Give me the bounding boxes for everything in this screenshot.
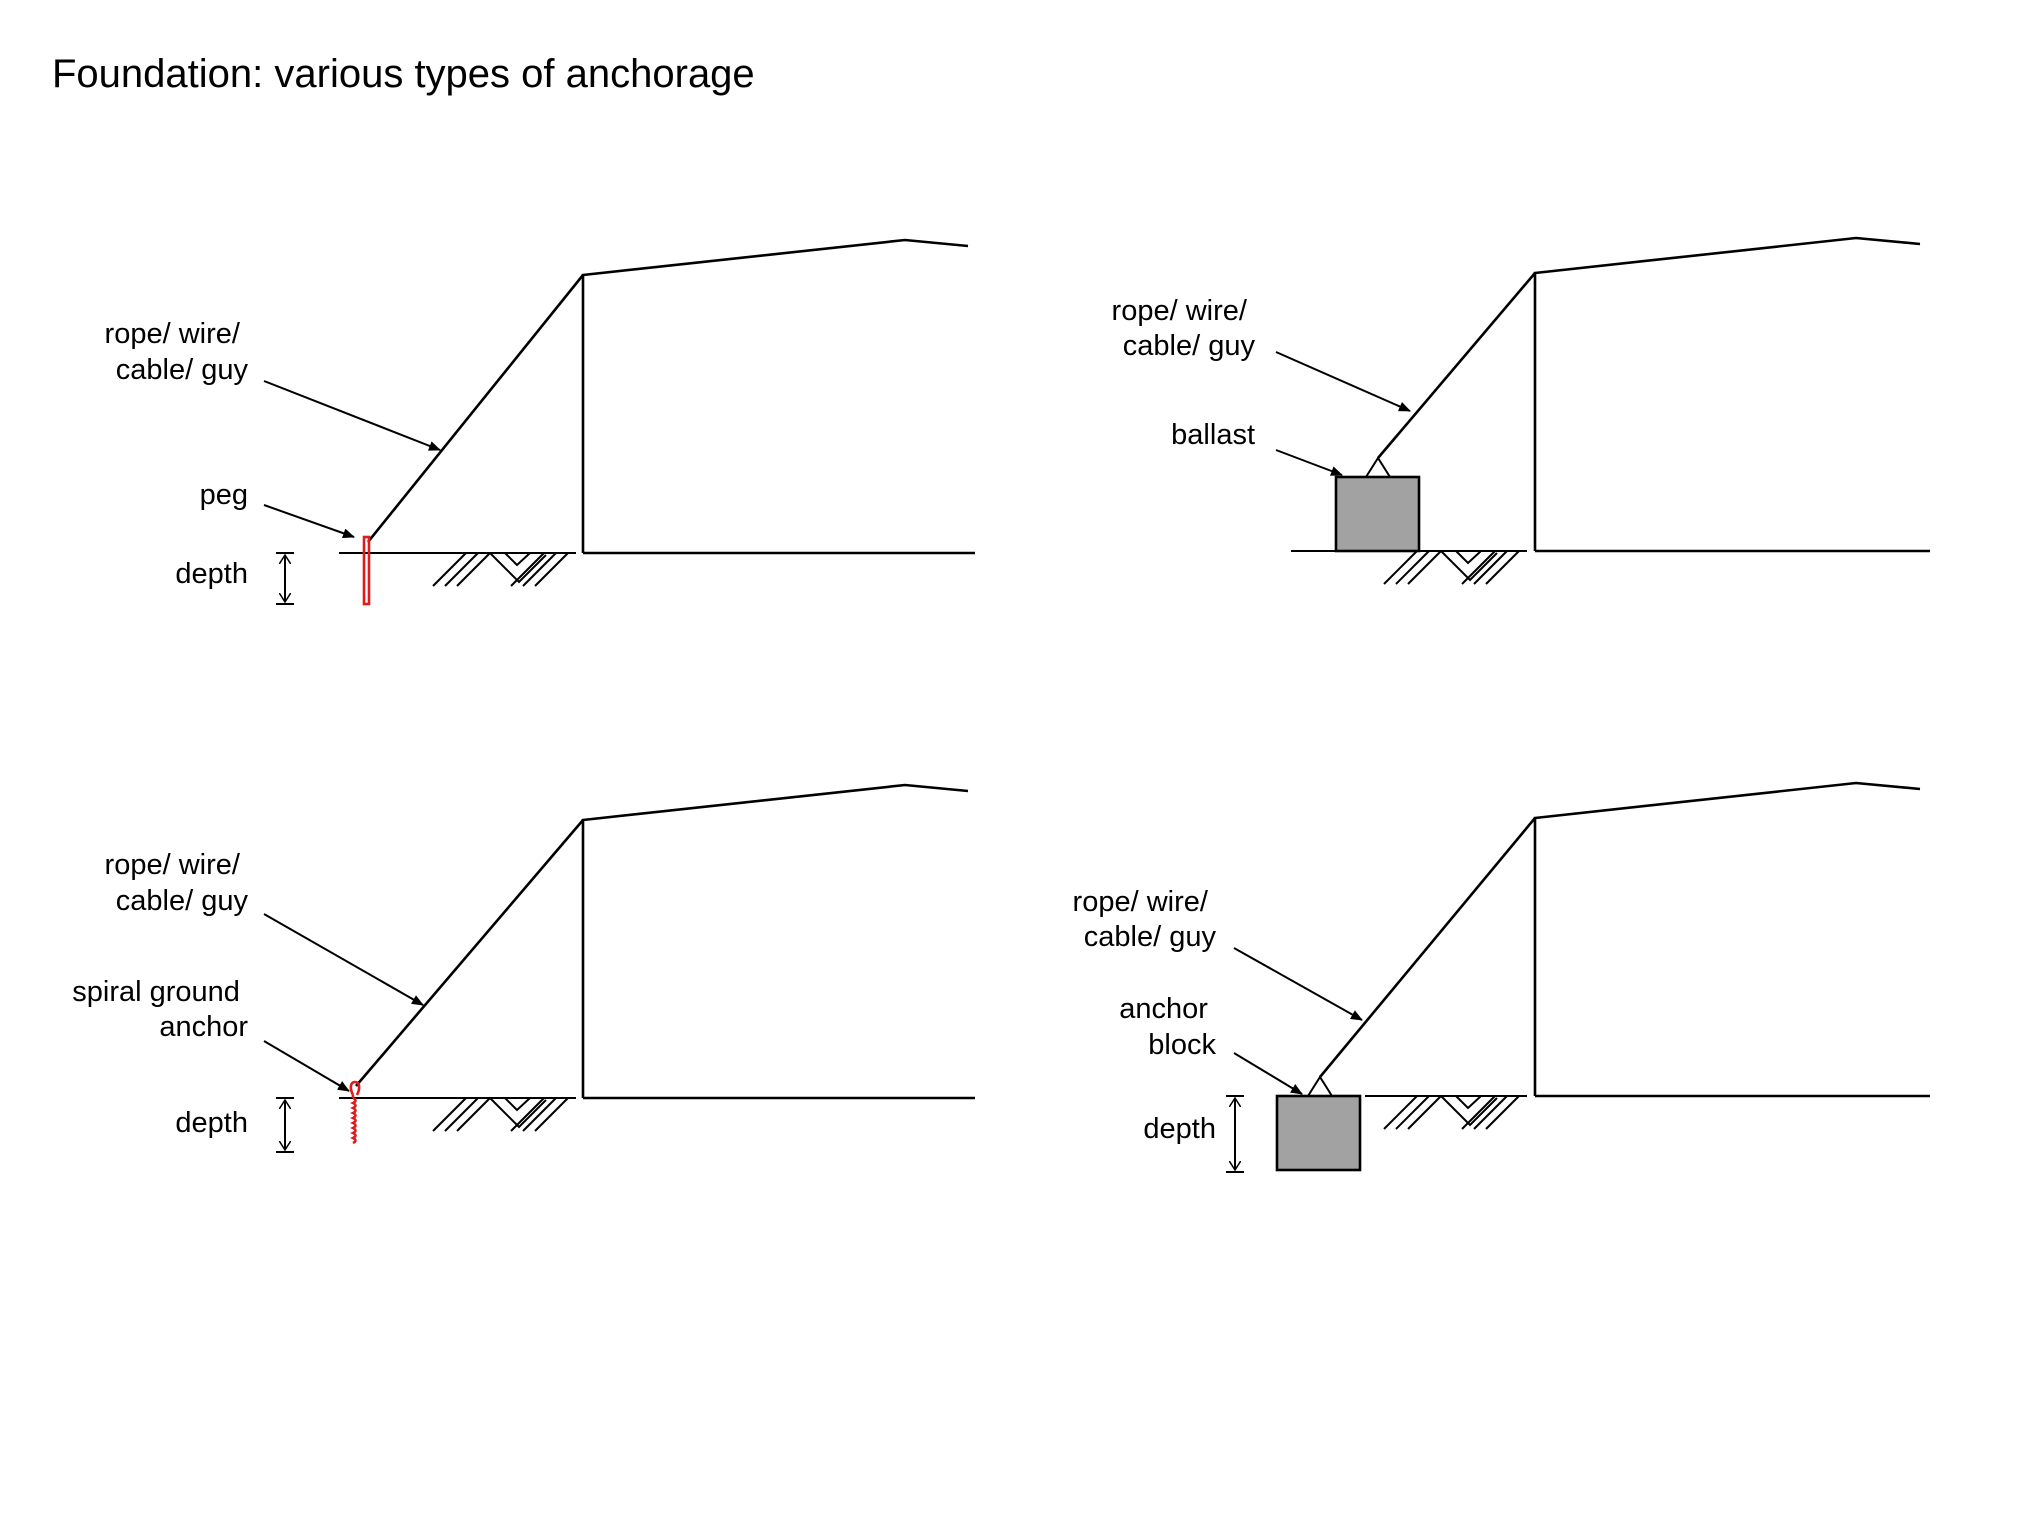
- structure-outline: [1533, 236, 1930, 553]
- panel-anchor-block: rope/ wire/ cable/ guy anchor block dept…: [1073, 781, 1930, 1173]
- structure-outline: [581, 238, 975, 555]
- ground-hatch: [339, 552, 576, 587]
- ballast-label: ballast: [1171, 419, 1255, 451]
- anchor-block-label: anchor block: [1119, 993, 1216, 1061]
- depth-label: depth: [175, 1107, 248, 1139]
- depth-label: depth: [1143, 1113, 1216, 1145]
- guy-line: [355, 819, 584, 1087]
- guy-attachment: [1365, 456, 1391, 478]
- guy-label-arrow: [1233, 947, 1363, 1021]
- structure-outline: [1533, 781, 1930, 1098]
- spiral-anchor: [349, 1080, 361, 1145]
- ballast-label-arrow: [1275, 449, 1343, 476]
- guy-label-arrow: [1275, 351, 1411, 412]
- guy-label-arrow: [263, 913, 424, 1006]
- anchor-block: [1275, 1094, 1362, 1172]
- guy-label: rope/ wire/ cable/ guy: [1112, 295, 1256, 362]
- guy-label-arrow: [263, 380, 441, 451]
- guy-line: [1377, 272, 1536, 459]
- guy-label: rope/ wire/ cable/ guy: [105, 849, 249, 917]
- guy-line: [366, 274, 585, 543]
- depth-dimension: [276, 552, 294, 605]
- ballast-block: [1334, 475, 1421, 553]
- panel-spiral-anchor: rope/ wire/ cable/ guy spiral ground anc…: [72, 783, 975, 1153]
- guy-attachment: [1307, 1075, 1333, 1097]
- peg: [362, 535, 371, 606]
- panel-peg: rope/ wire/ cable/ guy peg depth: [105, 238, 975, 606]
- peg-label-arrow: [263, 504, 355, 539]
- anchor-block-label-arrow: [1233, 1052, 1303, 1095]
- spiral-anchor-label: spiral ground anchor: [72, 976, 248, 1043]
- structure-outline: [581, 783, 975, 1100]
- ground-hatch: [339, 1097, 576, 1132]
- ground-hatch: [1291, 550, 1527, 585]
- depth-label: depth: [175, 558, 248, 590]
- ground-hatch: [1365, 1095, 1527, 1130]
- peg-label: peg: [200, 479, 248, 511]
- guy-line: [1318, 817, 1537, 1078]
- panel-ballast: rope/ wire/ cable/ guy ballast: [1112, 236, 1930, 585]
- spiral-anchor-label-arrow: [263, 1040, 350, 1092]
- guy-label: rope/ wire/ cable/ guy: [105, 318, 249, 386]
- depth-dimension: [276, 1097, 294, 1153]
- depth-dimension: [1226, 1095, 1244, 1173]
- guy-label: rope/ wire/ cable/ guy: [1073, 886, 1217, 953]
- page-title: Foundation: various types of anchorage: [52, 52, 755, 96]
